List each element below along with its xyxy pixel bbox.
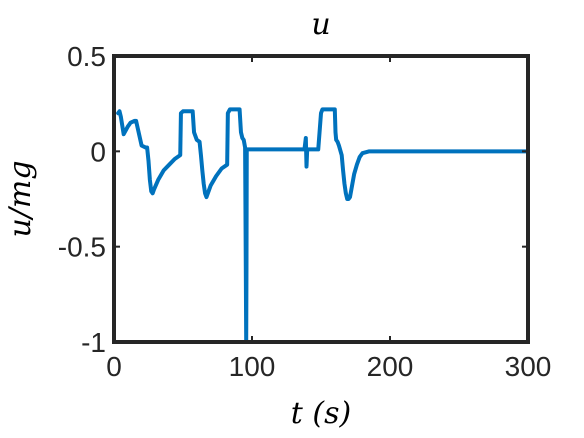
y-tick-label: 0.5 (67, 41, 106, 72)
series-line-0 (116, 107, 530, 344)
x-tick-label: 300 (505, 351, 552, 382)
y-axis-label: u/mg (3, 160, 38, 237)
y-tick-label: -1 (81, 327, 106, 358)
series-layer (116, 107, 530, 344)
x-axis-label: t (s) (291, 396, 351, 431)
x-tick-label: 0 (106, 351, 122, 382)
y-tick-label: -0.5 (58, 232, 106, 263)
x-tick-label: 100 (229, 351, 276, 382)
plot-frame (112, 54, 530, 344)
chart-title: u (311, 7, 330, 42)
tick-layer: 0 100 200 300 0.5 0 -0.5 -1 (58, 41, 552, 382)
y-tick-label: 0 (90, 136, 106, 167)
plot-area (114, 56, 528, 342)
x-tick-label: 200 (367, 351, 414, 382)
